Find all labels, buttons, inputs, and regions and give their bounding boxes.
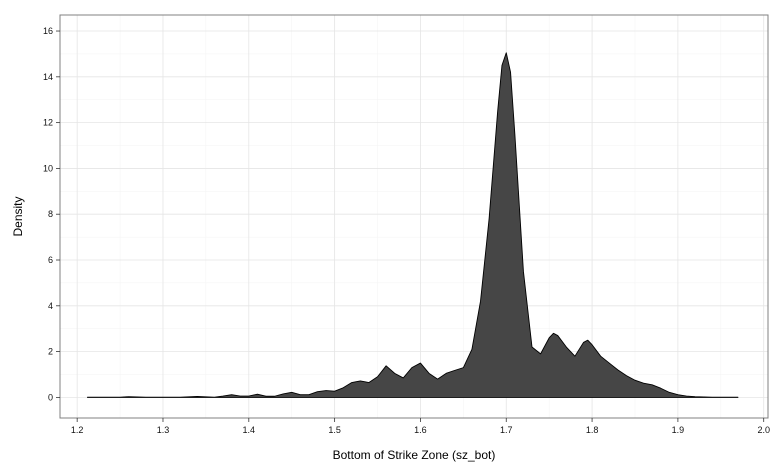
x-tick-label: 1.6 bbox=[414, 425, 427, 435]
density-area bbox=[87, 52, 739, 398]
y-tick-label: 14 bbox=[43, 72, 53, 82]
x-tick-label: 1.5 bbox=[328, 425, 341, 435]
x-tick-label: 1.3 bbox=[157, 425, 170, 435]
x-axis-title: Bottom of Strike Zone (sz_bot) bbox=[333, 448, 496, 462]
x-tick-label: 1.2 bbox=[71, 425, 84, 435]
density-curve bbox=[87, 52, 739, 398]
x-axis: 1.2 1.3 1.4 1.5 1.6 1.7 1.8 1.9 2.0 bbox=[71, 418, 770, 435]
y-tick-label: 16 bbox=[43, 26, 53, 36]
y-tick-label: 4 bbox=[48, 301, 53, 311]
x-tick-label: 2.0 bbox=[757, 425, 770, 435]
y-tick-label: 2 bbox=[48, 347, 53, 357]
x-tick-label: 1.4 bbox=[243, 425, 256, 435]
y-tick-label: 0 bbox=[48, 392, 53, 402]
y-tick-label: 8 bbox=[48, 209, 53, 219]
minor-gridlines bbox=[60, 15, 768, 418]
x-tick-label: 1.9 bbox=[672, 425, 685, 435]
y-tick-label: 12 bbox=[43, 118, 53, 128]
y-axis-title: Density bbox=[11, 196, 25, 236]
x-tick-label: 1.7 bbox=[500, 425, 513, 435]
plot-panel-border bbox=[59, 14, 769, 419]
x-tick-label: 1.8 bbox=[586, 425, 599, 435]
y-axis: 0 2 4 6 8 10 12 14 16 bbox=[43, 26, 60, 402]
y-tick-label: 6 bbox=[48, 255, 53, 265]
y-tick-label: 10 bbox=[43, 163, 53, 173]
